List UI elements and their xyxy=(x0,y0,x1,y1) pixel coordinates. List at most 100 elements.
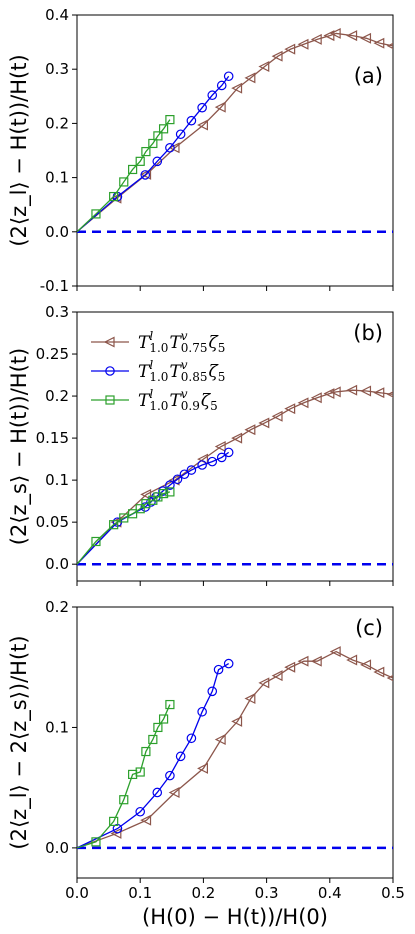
y-tick-label: 0.0 xyxy=(45,223,69,241)
x-tick-label: 0.4 xyxy=(318,884,342,902)
data-point xyxy=(165,142,175,153)
data-point xyxy=(271,410,283,422)
legend-marker xyxy=(105,366,115,376)
data-point xyxy=(360,385,372,397)
data-point xyxy=(165,115,175,125)
data-point xyxy=(346,30,358,42)
data-point xyxy=(146,497,156,507)
y-axis-label: (2⟨z_s⟩ − H(t))/H(t) xyxy=(7,348,32,545)
data-point xyxy=(329,646,341,658)
y-tick-label: -0.1 xyxy=(40,277,69,295)
data-point xyxy=(231,82,243,94)
data-point xyxy=(128,164,138,175)
data-point xyxy=(310,392,322,404)
y-tick-label: 0.05 xyxy=(36,513,69,531)
data-point xyxy=(165,770,175,781)
series-line xyxy=(77,663,230,849)
y-tick-label: 0.0 xyxy=(45,555,69,573)
data-point xyxy=(140,170,151,180)
data-point xyxy=(373,37,385,49)
data-point xyxy=(329,27,341,39)
data-point xyxy=(297,397,309,409)
panel-label: (b) xyxy=(353,321,383,345)
plot-frame xyxy=(76,311,394,582)
data-point xyxy=(158,488,169,499)
data-point xyxy=(197,119,208,131)
data-point xyxy=(197,102,207,113)
data-point xyxy=(284,661,296,673)
data-point xyxy=(91,837,101,847)
panel-label: (c) xyxy=(355,616,383,640)
data-point xyxy=(140,488,152,500)
data-point xyxy=(119,513,129,523)
x-tick-label: 0.5 xyxy=(381,884,405,902)
data-point xyxy=(179,469,190,480)
data-point xyxy=(165,480,175,490)
series-line xyxy=(77,119,171,233)
data-point xyxy=(168,787,180,798)
series-square xyxy=(77,487,175,565)
data-point xyxy=(141,499,151,509)
series-line xyxy=(77,389,393,565)
panel-b: 0.0 0.05 0.1 0.15 0.2 0.25 0.3 (b) (2⟨z_s⟩ − H(t… xyxy=(7,303,394,586)
series-circle xyxy=(77,71,234,233)
x-axis-label: (H(0) − H(t))/H(0) xyxy=(142,905,328,929)
legend: Tl 1.0Tv 0.75ζ5 Tl 1.0Tv 0.85ζ5 Tl 1.0Tv 0.9ζ5 xyxy=(91,329,225,413)
x-tick-label: 0.0 xyxy=(65,884,89,902)
legend-marker xyxy=(105,395,115,405)
data-point xyxy=(140,168,152,180)
data-point xyxy=(386,391,393,398)
legend-entry-label: Tl 1.0Tv 0.85ζ5 xyxy=(138,358,225,384)
series-square xyxy=(77,115,175,233)
data-point xyxy=(165,487,175,497)
panel-label: (a) xyxy=(354,64,383,88)
data-point xyxy=(135,504,145,514)
legend-marker xyxy=(103,336,115,348)
data-point xyxy=(186,115,197,126)
data-point xyxy=(346,654,358,666)
data-point xyxy=(329,386,341,398)
data-point xyxy=(165,699,175,710)
y-tick-label: 0.2 xyxy=(45,598,69,616)
data-point xyxy=(386,674,393,682)
y-tick-label: 0.1 xyxy=(45,169,69,187)
series-line xyxy=(77,75,230,233)
series-line xyxy=(77,704,171,849)
series-triangle-left xyxy=(77,27,393,233)
series-line xyxy=(77,451,230,565)
y-tick-label: 0.3 xyxy=(45,303,69,321)
data-point xyxy=(360,659,372,671)
data-point xyxy=(214,441,226,452)
y-tick-label: 0.2 xyxy=(45,387,69,405)
data-point xyxy=(172,474,183,485)
series-triangle-left xyxy=(77,384,393,565)
y-tick-label: 0.1 xyxy=(45,718,69,736)
data-point xyxy=(91,209,101,219)
y-tick-label: 0.2 xyxy=(45,114,69,132)
y-tick-label: 0.15 xyxy=(36,429,69,447)
data-point xyxy=(109,816,119,826)
data-point xyxy=(214,101,226,113)
data-point xyxy=(152,156,163,167)
data-point xyxy=(223,447,234,458)
data-point xyxy=(346,384,358,396)
data-point xyxy=(207,90,218,101)
data-point xyxy=(168,142,180,154)
data-point xyxy=(207,456,218,467)
data-point xyxy=(386,42,393,50)
y-tick-label: 0.25 xyxy=(36,345,69,363)
data-point xyxy=(148,734,158,745)
data-point xyxy=(153,722,163,733)
data-point xyxy=(297,655,309,667)
data-point xyxy=(258,677,270,689)
data-point xyxy=(197,762,208,774)
series-triangle-left xyxy=(77,646,393,849)
data-point xyxy=(297,38,309,50)
data-point xyxy=(310,33,322,45)
data-point xyxy=(244,72,256,84)
plot-frame xyxy=(76,14,394,287)
legend-entry-label: Tl 1.0Tv 0.9ζ5 xyxy=(138,387,218,413)
data-point xyxy=(244,693,256,705)
data-point xyxy=(231,715,243,727)
data-point xyxy=(153,492,163,502)
